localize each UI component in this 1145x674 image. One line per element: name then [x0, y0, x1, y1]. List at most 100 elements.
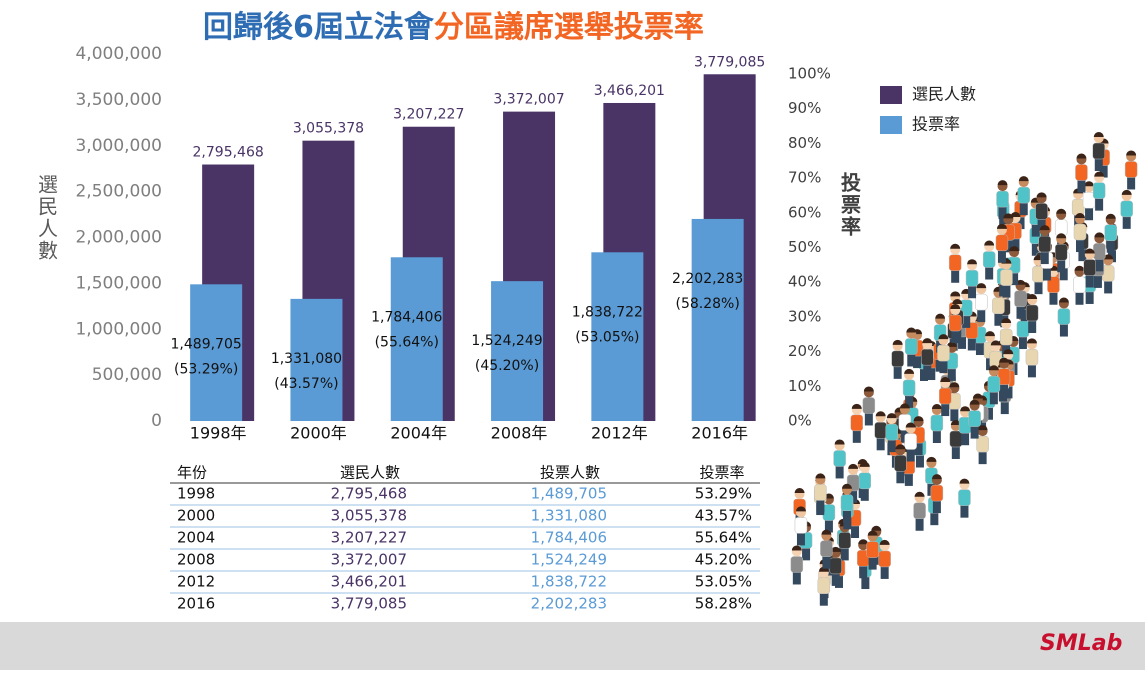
person-body: [885, 423, 898, 441]
person-legs: [860, 486, 869, 501]
y2-tick-label: 80%: [788, 134, 821, 152]
person: [891, 339, 904, 379]
person-hair: [895, 444, 906, 450]
person-legs: [893, 364, 902, 379]
person-hair: [977, 425, 988, 431]
person-legs: [951, 329, 960, 344]
table-cell: 43.57%: [695, 507, 752, 525]
person-legs: [998, 205, 1007, 220]
table-cell: 53.29%: [695, 485, 752, 503]
person-legs: [1085, 273, 1094, 288]
person-hair: [1084, 181, 1095, 187]
person-hair: [905, 422, 916, 428]
person-hair: [1105, 213, 1116, 219]
table-cell: 53.05%: [695, 573, 752, 591]
person: [850, 403, 864, 443]
person-legs: [1076, 238, 1085, 253]
rate-label: (53.29%): [174, 361, 238, 377]
person-legs: [816, 498, 825, 513]
person-body: [968, 410, 981, 427]
person-body: [930, 414, 944, 432]
person-body: [862, 397, 876, 414]
person-hair: [946, 341, 957, 347]
person-hair: [1003, 349, 1014, 355]
table-cell: 2016: [177, 595, 215, 613]
person-body: [1025, 304, 1039, 322]
value-label: 1,784,406: [371, 309, 442, 325]
person-hair: [1126, 150, 1137, 156]
person: [1092, 171, 1106, 211]
person-hair: [904, 368, 915, 374]
person-body: [913, 502, 926, 520]
table-header: 年份: [177, 464, 207, 482]
person: [794, 506, 808, 546]
person: [814, 473, 827, 513]
y-tick-label: 3,500,000: [75, 90, 162, 110]
value-label: 3,207,227: [393, 107, 464, 123]
person-hair: [996, 223, 1007, 229]
y2-tick-label: 0%: [788, 412, 812, 430]
table-cell: 3,372,007: [331, 551, 407, 569]
value-label: 2,795,468: [193, 145, 264, 161]
person-hair: [1075, 213, 1086, 219]
person-legs: [975, 341, 984, 356]
person-legs: [792, 570, 801, 585]
person-legs: [923, 363, 932, 378]
person-legs: [1016, 304, 1025, 319]
person-body: [1124, 161, 1138, 178]
person-legs: [1019, 201, 1028, 216]
person: [949, 304, 962, 344]
person-hair: [867, 530, 878, 536]
rate-label: (45.20%): [475, 358, 539, 374]
person-legs: [1010, 271, 1019, 286]
crowd-illustration: [790, 132, 1138, 606]
person-legs: [968, 284, 977, 299]
person: [938, 377, 952, 417]
title-main: 回歸後6屆立法會: [203, 10, 435, 45]
person: [878, 539, 891, 579]
person-legs: [1000, 400, 1009, 415]
bar-voters: [691, 218, 744, 421]
person: [930, 474, 944, 514]
person: [866, 530, 879, 570]
person-body: [794, 517, 808, 534]
person-legs: [939, 359, 948, 374]
person-hair: [949, 382, 960, 388]
y2-tick-label: 10%: [788, 377, 821, 395]
x-tick-label: 1998年: [190, 424, 247, 443]
person-hair: [871, 525, 882, 531]
person-hair: [1026, 338, 1037, 344]
table-cell: 2,795,468: [331, 485, 407, 503]
legend-label: 投票率: [912, 115, 960, 134]
person-body: [975, 293, 988, 311]
person-legs: [1034, 280, 1043, 295]
person: [1101, 254, 1115, 294]
bar-voters: [190, 284, 243, 421]
person-legs: [999, 215, 1008, 230]
person-legs: [907, 352, 916, 367]
table-header: 投票率: [699, 464, 744, 482]
person-body: [1071, 199, 1085, 216]
y2-tick-label: 100%: [788, 65, 831, 83]
value-label: 3,779,085: [694, 54, 765, 70]
person-body: [790, 556, 804, 573]
person: [1002, 213, 1015, 253]
person-body: [1035, 203, 1048, 220]
person: [1007, 246, 1021, 286]
person-legs: [984, 405, 993, 420]
person: [1093, 232, 1106, 272]
person: [937, 334, 950, 374]
person-body: [1016, 320, 1030, 338]
person-legs: [868, 555, 877, 570]
person: [949, 419, 963, 459]
value-label: 1,489,705: [171, 336, 242, 352]
person-legs: [904, 471, 913, 486]
person-hair: [998, 357, 1009, 363]
table-cell: 1,524,249: [531, 551, 607, 569]
person-hair: [1074, 265, 1085, 271]
person-hair: [950, 419, 961, 425]
person-hair: [899, 403, 910, 409]
person: [921, 338, 934, 378]
person-legs: [1094, 157, 1103, 172]
person-legs: [1020, 307, 1029, 322]
